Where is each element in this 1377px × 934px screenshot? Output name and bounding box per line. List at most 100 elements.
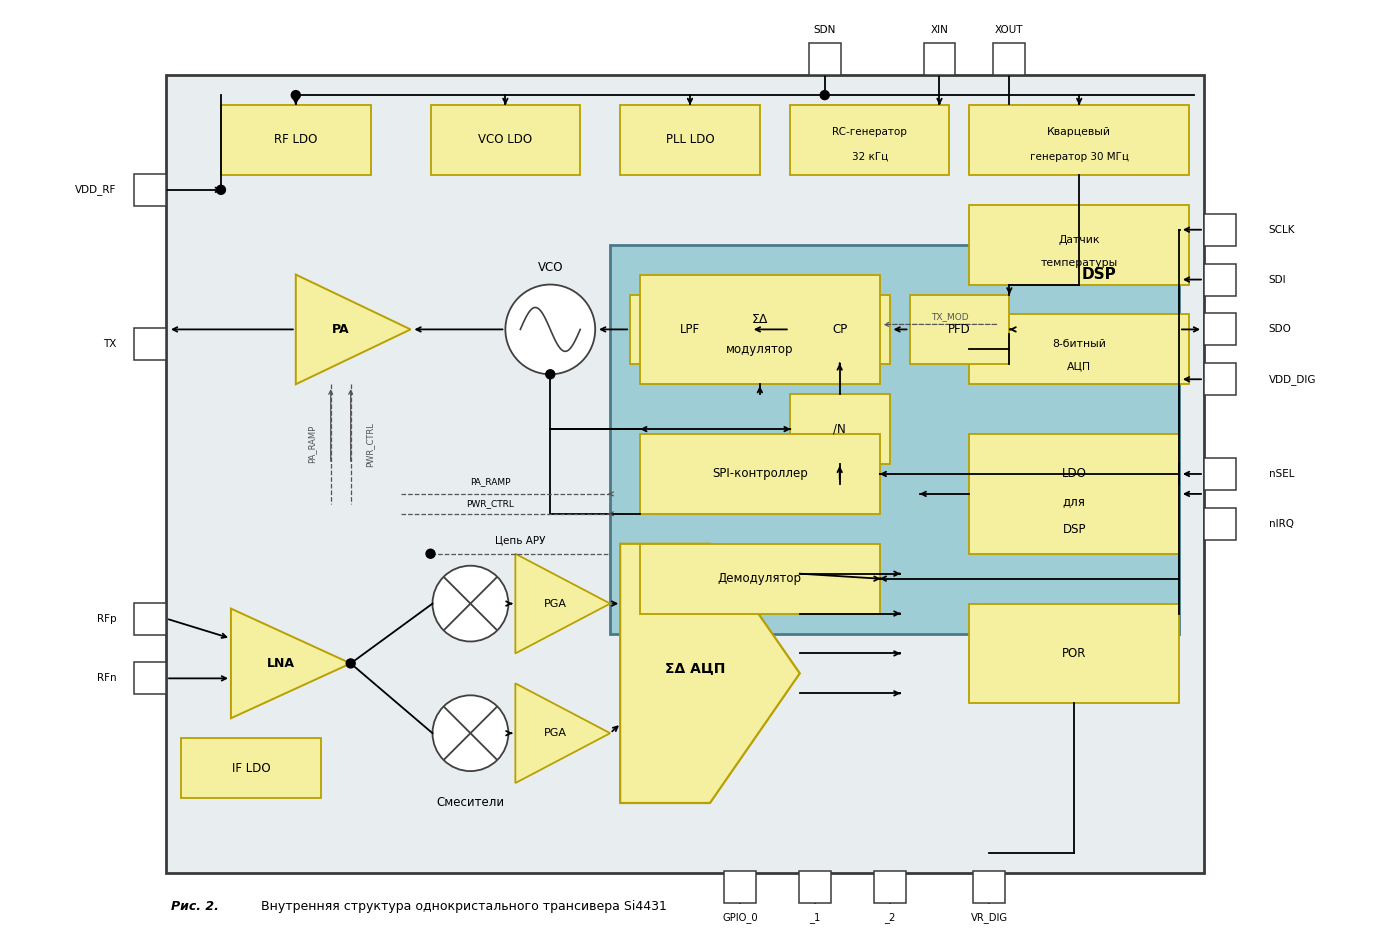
Bar [220,106,370,175]
Circle shape [432,695,508,771]
Bar [724,870,756,902]
Text: DSP: DSP [1063,523,1086,536]
Text: АЦП: АЦП [1067,361,1092,372]
Text: SDN: SDN [814,25,836,35]
Text: PWR_CTRL: PWR_CTRL [467,500,515,508]
Text: TX_MOD: TX_MOD [931,312,968,321]
Text: _2: _2 [884,913,895,923]
Text: LNA: LNA [267,657,295,670]
Circle shape [346,658,355,668]
Bar [134,174,167,205]
Text: POR: POR [1062,647,1086,660]
Text: Демодулятор: Демодулятор [717,573,801,586]
Text: PA: PA [332,323,350,336]
Text: генератор 30 МГц: генератор 30 МГц [1030,152,1129,162]
Text: IF LDO: IF LDO [231,761,270,774]
Circle shape [216,185,226,194]
Text: Кварцевый: Кварцевый [1048,127,1111,137]
Bar [974,870,1005,902]
Text: nIRQ: nIRQ [1268,518,1294,529]
Bar [969,205,1188,285]
Text: PLL LDO: PLL LDO [665,134,715,147]
Bar [610,245,1179,633]
Text: _1: _1 [810,913,821,923]
Text: LPF: LPF [680,323,700,336]
Text: RFp: RFp [96,614,116,624]
Text: PA_RAMP: PA_RAMP [307,425,315,463]
Text: температуры: температуры [1041,258,1118,268]
Text: VCO LDO: VCO LDO [478,134,533,147]
Bar [1203,458,1237,490]
Text: PGA: PGA [544,729,567,738]
Text: PGA: PGA [544,599,567,609]
Text: VDD_DIG: VDD_DIG [1268,374,1316,385]
Text: 8-битный: 8-битный [1052,339,1106,349]
Bar [134,602,167,634]
Bar [180,738,321,798]
Text: PFD: PFD [949,323,971,336]
Text: VDD_RF: VDD_RF [74,184,116,195]
Bar [1203,314,1237,346]
Polygon shape [515,684,610,783]
Text: Цепь АРУ: Цепь АРУ [496,536,545,545]
Text: RFn: RFn [96,673,116,684]
Circle shape [292,91,300,100]
Bar [969,106,1188,175]
Text: SDI: SDI [1268,275,1286,285]
Bar [799,870,830,902]
Bar [1203,214,1237,246]
Text: ΣΔ АЦП: ΣΔ АЦП [665,661,726,675]
Bar [993,43,1026,75]
Text: CP: CP [832,323,847,336]
Bar [640,434,880,514]
Text: Рис. 2.: Рис. 2. [171,899,219,913]
Text: модулятор: модулятор [726,343,793,356]
Circle shape [505,285,595,375]
Text: LDO: LDO [1062,468,1086,480]
Bar [1203,263,1237,295]
Text: Внутренняя структура однокристального трансивера Si4431: Внутренняя структура однокристального тр… [260,899,666,913]
Bar [790,394,890,464]
Text: 32 кГц: 32 кГц [851,152,888,162]
Text: PA_RAMP: PA_RAMP [470,477,511,487]
Text: RF LDO: RF LDO [274,134,318,147]
Text: RC-генератор: RC-генератор [832,127,907,137]
Bar [631,294,750,364]
Bar [431,106,580,175]
Bar [873,870,906,902]
Polygon shape [296,275,410,384]
Text: Датчик: Датчик [1059,234,1100,245]
Text: VCO: VCO [537,262,563,274]
Text: SCLK: SCLK [1268,225,1296,234]
Text: DSP: DSP [1082,267,1117,282]
Text: TX: TX [103,339,116,349]
Polygon shape [620,544,800,803]
Bar [620,106,760,175]
Text: nSEL: nSEL [1268,469,1294,479]
Text: ΣΔ: ΣΔ [752,313,768,326]
Text: XIN: XIN [931,25,949,35]
Text: GPIO_0: GPIO_0 [722,913,757,923]
Polygon shape [231,609,351,718]
Text: PWR_CTRL: PWR_CTRL [366,421,375,466]
Polygon shape [515,554,610,654]
Bar [969,603,1179,703]
Circle shape [545,370,555,379]
Bar [808,43,841,75]
Circle shape [432,566,508,642]
Bar [1203,363,1237,395]
Text: XOUT: XOUT [996,25,1023,35]
Bar [910,294,1009,364]
Text: SPI-контроллер: SPI-контроллер [712,468,808,480]
Bar [790,294,890,364]
Bar [924,43,956,75]
Bar [790,106,950,175]
Bar [167,75,1203,872]
Circle shape [425,549,435,559]
Bar [640,275,880,384]
Bar [969,315,1188,384]
Bar [134,329,167,361]
Text: Смесители: Смесители [437,797,504,810]
Bar [1203,508,1237,540]
Text: SDO: SDO [1268,324,1292,334]
